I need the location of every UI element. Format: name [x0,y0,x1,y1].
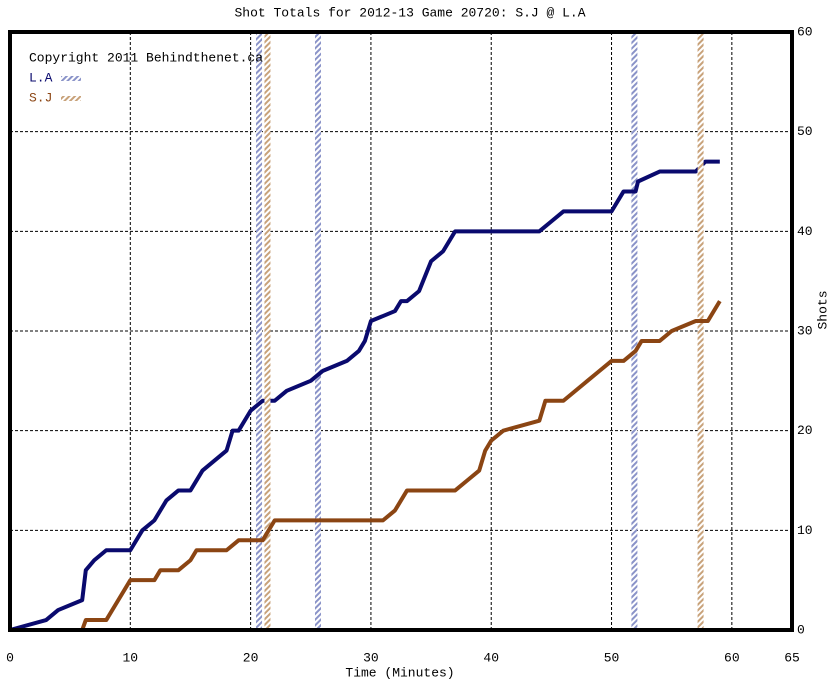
series-line [10,300,722,632]
y-axis-label: Shots [815,290,830,329]
x-tick-label: 30 [363,650,379,665]
x-tick-label: 10 [123,650,139,665]
legend-swatch [61,96,81,101]
x-tick-label: 40 [483,650,499,665]
goal-marker [264,32,271,630]
plot-border [8,30,794,632]
y-tick-label: 30 [797,323,813,338]
y-tick-label: 10 [797,523,813,538]
y-tick-label: 60 [797,24,813,39]
legend-label: L.A [29,70,53,85]
goal-marker [697,32,704,630]
goal-marker [256,32,263,630]
x-tick-label: 65 [784,650,800,665]
goal-marker [314,32,321,630]
x-tick-label: 0 [6,650,14,665]
chart-title: Shot Totals for 2012-13 Game 20720: S.J … [234,5,585,20]
legend-label: S.J [29,90,52,105]
goal-marker [631,32,638,630]
y-tick-label: 20 [797,423,813,438]
x-tick-label: 60 [724,650,740,665]
legend-swatch [61,76,81,81]
annotation: Copyright 2011 Behindthenet.ca [29,50,263,65]
x-tick-label: 50 [604,650,620,665]
x-axis-label: Time (Minutes) [345,665,454,680]
y-tick-label: 40 [797,224,813,239]
plot-area [9,32,792,632]
x-tick-label: 20 [243,650,259,665]
y-tick-label: 50 [797,124,813,139]
y-tick-label: 0 [797,622,805,637]
series-line [9,159,720,632]
